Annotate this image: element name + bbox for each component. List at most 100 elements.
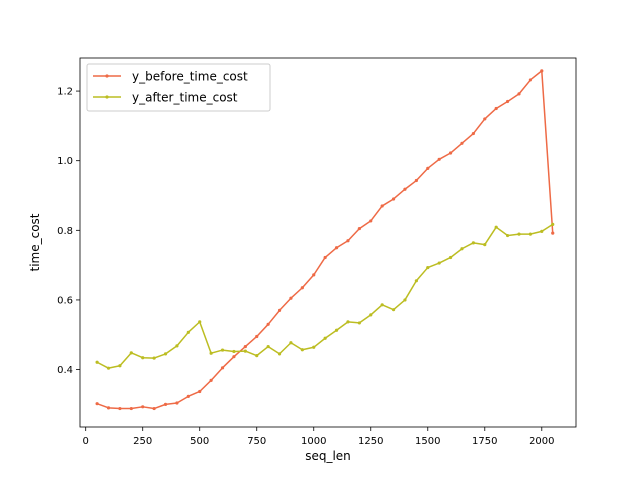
data-point xyxy=(277,352,282,356)
data-point xyxy=(186,394,190,398)
data-point xyxy=(312,273,316,277)
data-point xyxy=(129,351,133,355)
data-point xyxy=(517,232,521,236)
data-point xyxy=(95,360,99,364)
data-point xyxy=(540,69,544,73)
data-point xyxy=(232,349,236,354)
data-point xyxy=(483,242,487,247)
data-point xyxy=(483,117,487,121)
data-point xyxy=(129,406,133,411)
x-tick-label: 1750 xyxy=(472,436,497,447)
data-point xyxy=(426,265,430,270)
data-point xyxy=(152,356,156,360)
data-point xyxy=(209,351,213,355)
data-point xyxy=(380,303,384,307)
data-point xyxy=(448,255,453,260)
data-point xyxy=(426,166,430,170)
data-point xyxy=(106,406,111,410)
data-point xyxy=(243,344,247,349)
data-point xyxy=(334,246,339,250)
data-point xyxy=(471,241,475,245)
legend-label: y_before_time_cost xyxy=(132,70,248,84)
plot-lines xyxy=(95,69,555,411)
data-point xyxy=(323,255,327,260)
data-point xyxy=(357,321,361,325)
x-tick-label: 2000 xyxy=(529,436,554,447)
data-point xyxy=(175,344,179,348)
data-point xyxy=(141,405,145,409)
data-point xyxy=(163,402,168,406)
data-point xyxy=(289,296,293,300)
data-point xyxy=(540,229,544,233)
x-tick-label: 1250 xyxy=(358,436,383,447)
data-point xyxy=(186,330,190,334)
data-point xyxy=(551,222,555,226)
data-point xyxy=(277,308,282,312)
data-point xyxy=(175,401,179,405)
data-point xyxy=(494,225,498,229)
data-point xyxy=(517,92,521,96)
x-tick-label: 750 xyxy=(247,436,266,447)
y-tick-label: 0.6 xyxy=(57,295,73,306)
data-point xyxy=(198,389,202,394)
legend-marker xyxy=(105,95,109,99)
data-point xyxy=(95,402,99,406)
data-point xyxy=(414,178,418,183)
data-point xyxy=(505,233,510,238)
series-y_after_time_cost xyxy=(95,222,555,370)
data-point xyxy=(141,356,145,360)
data-point xyxy=(369,313,373,317)
x-tick-label: 1000 xyxy=(301,436,326,447)
series-y_before_time_cost xyxy=(95,69,555,411)
data-point xyxy=(118,406,122,411)
legend-box xyxy=(86,63,271,112)
x-tick-label: 0 xyxy=(83,436,89,447)
x-tick-label: 1500 xyxy=(415,436,440,447)
data-point xyxy=(403,298,407,302)
data-point xyxy=(220,348,225,352)
data-point xyxy=(106,366,111,370)
legend-marker xyxy=(105,74,109,78)
data-point xyxy=(357,226,361,231)
data-point xyxy=(334,328,339,332)
data-point xyxy=(471,131,475,136)
data-point xyxy=(232,355,236,359)
data-point xyxy=(152,406,156,411)
data-point xyxy=(255,354,259,358)
plot-frame xyxy=(79,57,577,428)
data-point xyxy=(369,219,373,223)
data-point xyxy=(391,308,396,312)
data-point xyxy=(528,232,532,236)
data-point xyxy=(391,197,396,201)
data-point xyxy=(460,141,464,145)
data-point xyxy=(346,320,350,324)
data-point xyxy=(414,279,418,283)
data-point xyxy=(528,78,532,82)
data-point xyxy=(266,344,270,349)
data-point xyxy=(505,99,510,104)
y-tick-label: 0.8 xyxy=(57,226,73,237)
data-point xyxy=(243,349,247,353)
y-tick-label: 1.0 xyxy=(57,156,73,167)
data-point xyxy=(255,334,259,339)
data-point xyxy=(448,151,453,155)
data-point xyxy=(163,352,168,356)
data-point xyxy=(403,187,407,191)
data-point xyxy=(209,378,213,382)
y-axis-label: time_cost xyxy=(28,213,42,271)
data-point xyxy=(551,231,555,235)
data-point xyxy=(460,247,464,251)
data-point xyxy=(346,239,350,243)
data-point xyxy=(380,204,384,208)
data-point xyxy=(300,286,304,290)
data-point xyxy=(437,157,441,161)
x-tick-label: 250 xyxy=(133,436,152,447)
data-point xyxy=(323,336,327,340)
y-tick-label: 0.4 xyxy=(57,365,73,376)
y-tick-label: 1.2 xyxy=(57,87,73,98)
data-point xyxy=(220,366,225,370)
data-point xyxy=(312,345,316,349)
data-point xyxy=(289,341,293,345)
data-point xyxy=(300,348,304,352)
